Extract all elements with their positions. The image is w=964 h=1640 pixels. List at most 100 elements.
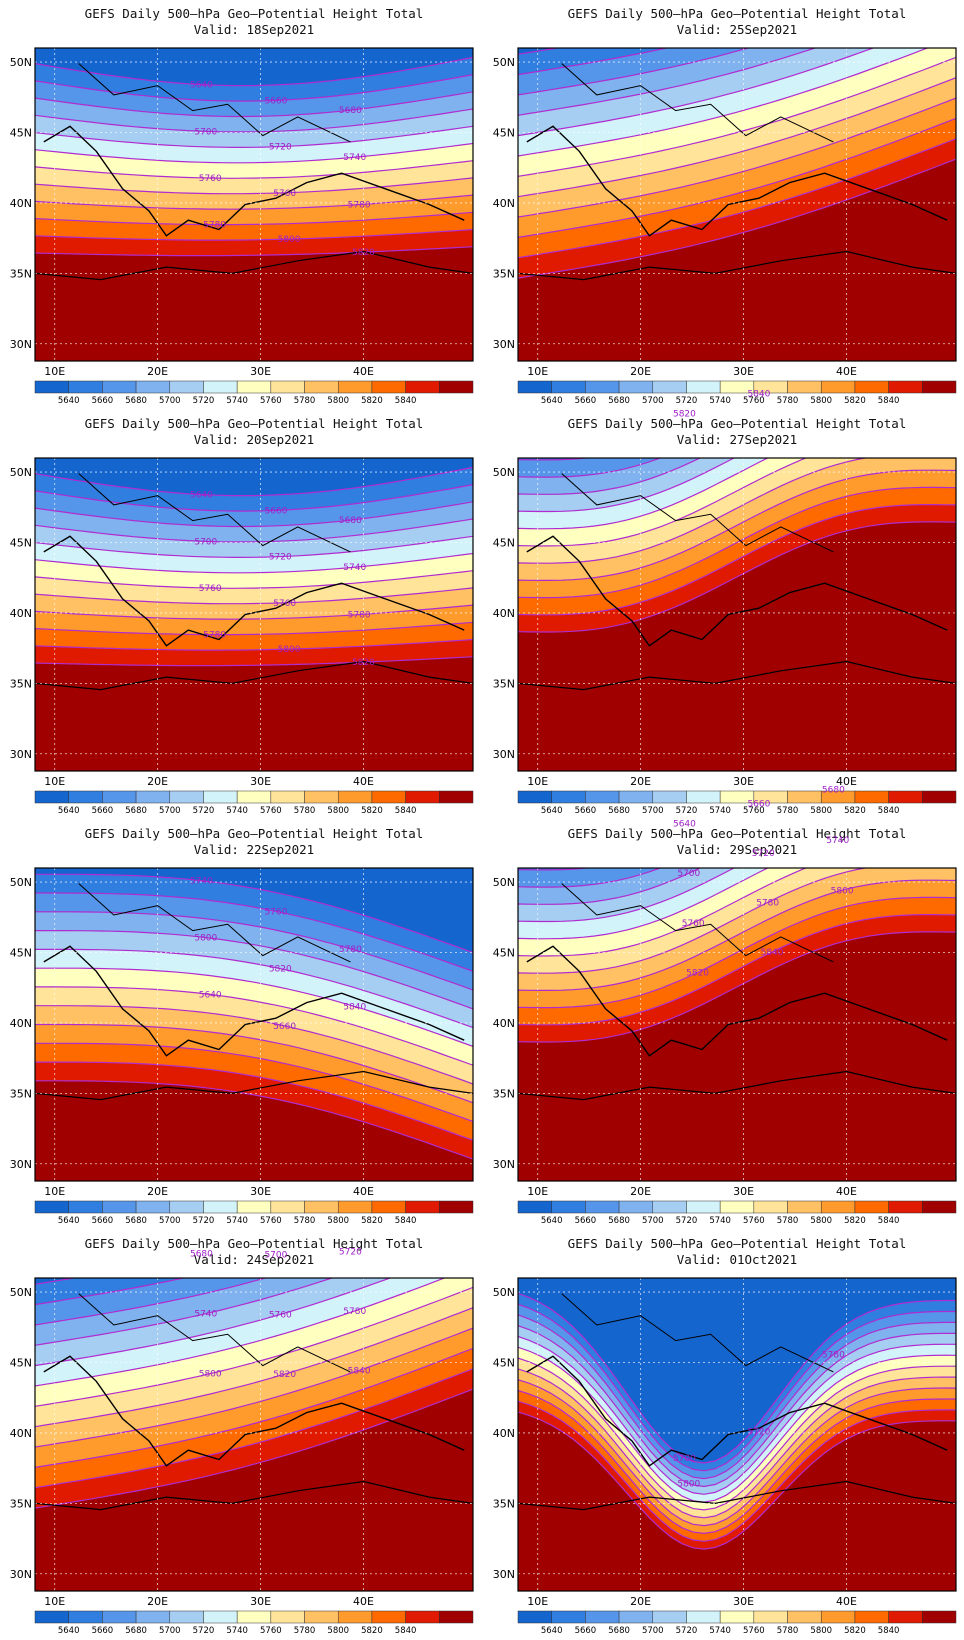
colorbar-tick-label: 5780 [294,1626,316,1636]
contour-label: 5660 [264,96,287,106]
longitude-label: 10E [44,365,65,378]
longitude-label: 20E [630,365,651,378]
map-panel: GEFS Daily 500–hPa Geo–Potential Height … [493,785,957,1226]
contour-label: 5820 [673,410,696,420]
contour-label: 5780 [339,945,362,955]
contour-label: 5800 [677,1480,700,1490]
height-field [35,1278,473,1591]
height-field [35,868,473,1181]
colorbar-tick-label: 5840 [878,396,900,406]
contour-label: 5760 [199,584,222,594]
longitude-label: 10E [527,365,548,378]
latitude-label: 30N [10,1158,32,1171]
panel-valid-date: Valid: 29Sep2021 [677,842,797,857]
colorbar-tick-label: 5700 [642,396,664,406]
latitude-label: 35N [10,1497,32,1510]
colorbar-tick-label: 5780 [294,396,316,406]
contour-label: 5820 [352,248,375,258]
colorbar-tick-label: 5680 [125,1216,147,1226]
map-panel: GEFS Daily 500–hPa Geo–Potential Height … [10,6,474,406]
contour-label: 5820 [352,658,375,668]
colorbar-tick-label: 5680 [608,806,630,816]
colorbar-tick-label: 5720 [676,1216,698,1226]
longitude-label: 30E [733,1185,754,1198]
latitude-label: 45N [493,537,515,550]
longitude-label: 20E [147,1595,168,1608]
colorbar-tick-label: 5840 [395,396,417,406]
colorbar-tick-label: 5680 [608,1626,630,1636]
longitude-label: 10E [44,775,65,788]
longitude-label: 30E [733,365,754,378]
colorbar-tick-label: 5800 [810,806,832,816]
colorbar-tick-label: 5760 [743,806,765,816]
colorbar-tick-label: 5640 [58,1626,80,1636]
colorbar-tick-label: 5680 [125,396,147,406]
colorbar-tick-label: 5740 [709,1626,731,1636]
colorbar-tick-label: 5820 [361,396,383,406]
contour-label: 5740 [343,153,366,163]
panel-title: GEFS Daily 500–hPa Geo–Potential Height … [568,1236,907,1251]
contour-label: 5680 [339,106,362,116]
colorbar: 5640 5660 5680 5700 5720 5740 5760 5780 5800 5820… [517,1610,957,1636]
colorbar-tick-label: 5660 [92,1626,114,1636]
contour-label: 5720 [269,143,292,153]
longitude-label: 20E [630,1595,651,1608]
map-frame [34,867,474,1182]
contour-label: 5700 [673,1454,696,1464]
contour-label: 5700 [194,127,217,137]
colorbar-tick-label: 5680 [125,1626,147,1636]
contour-label: 5660 [264,506,287,516]
contour-label: 5800 [194,934,217,944]
contour-label: 5700 [194,537,217,547]
colorbar-tick-label: 5840 [878,1216,900,1226]
colorbar-tick-label: 5800 [327,396,349,406]
colorbar: 5640 5660 5680 5700 5720 5740 5760 5780 5800 5820… [517,380,957,406]
colorbar-tick-label: 5660 [92,396,114,406]
latitude-label: 30N [493,1158,515,1171]
colorbar-tick-label: 5820 [361,1626,383,1636]
longitude-label: 10E [527,775,548,788]
colorbar-tick-label: 5660 [575,1626,597,1636]
contour-label: 5780 [348,201,371,211]
colorbar: 5640 5660 5680 5700 5720 5740 5760 5780 5800 5820… [34,1200,474,1226]
latitude-label: 30N [493,748,515,761]
contour-label: 5820 [686,968,709,978]
contour-label: 5640 [190,81,213,91]
colorbar-tick-label: 5740 [226,396,248,406]
contour-label: 5760 [199,174,222,184]
colorbar-tick-label: 5700 [159,806,181,816]
colorbar-tick-label: 5640 [541,1626,563,1636]
colorbar-tick-label: 5700 [159,1216,181,1226]
contour-label: 5760 [273,599,296,609]
latitude-label: 50N [493,1286,515,1299]
longitude-label: 40E [353,775,374,788]
longitude-label: 40E [836,775,857,788]
colorbar-tick-label: 5820 [361,806,383,816]
height-field [518,458,956,771]
colorbar-tick-label: 5780 [294,1216,316,1226]
colorbar-tick-label: 5840 [395,1216,417,1226]
colorbar-tick-label: 5660 [575,1216,597,1226]
panel-title: GEFS Daily 500–hPa Geo–Potential Height … [568,6,907,21]
colorbar-tick-label: 5800 [327,806,349,816]
latitude-label: 40N [493,607,515,620]
latitude-label: 40N [10,1017,32,1030]
longitude-label: 30E [250,1595,271,1608]
latitude-label: 50N [10,876,32,889]
colorbar-tick-label: 5800 [810,396,832,406]
contour-label: 5820 [269,965,292,975]
contour-label: 5800 [278,645,301,655]
latitude-label: 35N [493,677,515,690]
latitude-label: 45N [10,127,32,140]
latitude-label: 50N [493,466,515,479]
height-field [35,48,473,361]
colorbar-tick-label: 5660 [575,806,597,816]
map-frame [517,47,957,362]
contour-label: 5740 [826,836,849,846]
contour-label: 5820 [273,1370,296,1380]
latitude-label: 45N [493,947,515,960]
colorbar-tick-label: 5720 [193,1626,215,1636]
longitude-label: 20E [147,365,168,378]
latitude-label: 35N [10,677,32,690]
panel-title: GEFS Daily 500–hPa Geo–Potential Height … [85,6,424,21]
